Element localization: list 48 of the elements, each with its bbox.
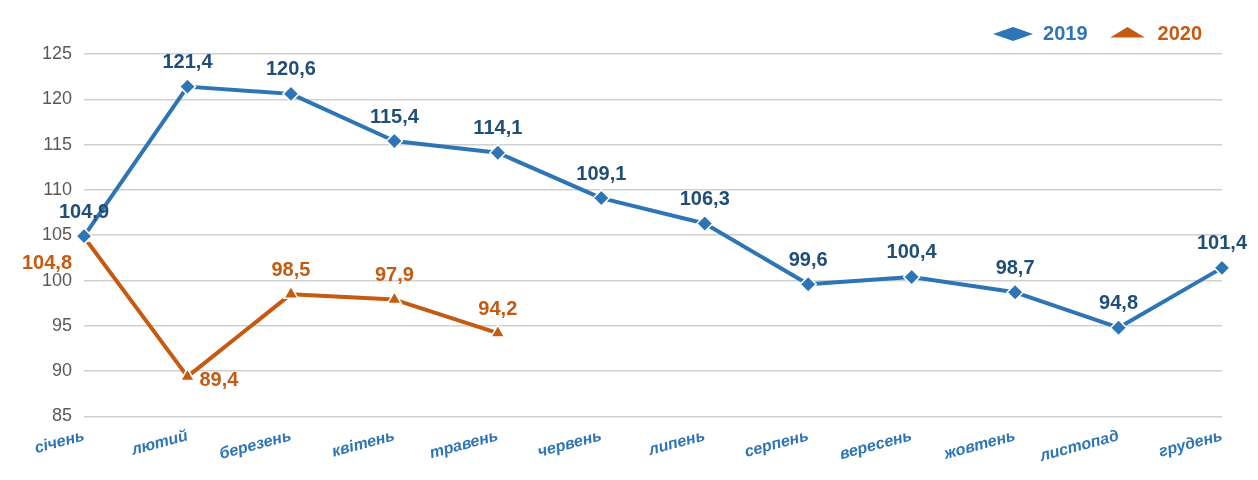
data-label: 99,6 [788,247,828,270]
x-tick-label: вересень [837,426,914,463]
point [799,275,817,293]
y-tick-label: 95 [52,314,73,335]
x-tick-label: липень [645,426,707,459]
x-tick-label: жовтень [941,426,1018,463]
point [902,268,921,286]
data-label: 100,4 [886,240,938,263]
data-label: 98,7 [995,255,1035,278]
legend-label: 2020 [1157,21,1203,44]
y-tick-label: 120 [41,88,73,109]
data-label: 109,1 [576,161,627,184]
data-label: 98,5 [271,257,311,280]
data-label: 115,4 [369,104,420,127]
point [490,324,506,338]
y-tick-label: 110 [43,178,73,199]
x-tick-label: березень [217,426,293,462]
x-tick-label: червень [535,426,604,460]
point [385,132,404,150]
y-tick-label: 105 [41,224,73,245]
x-tick-label: лютий [128,426,190,459]
point [283,285,299,299]
y-tick-label: 125 [41,42,73,63]
y-tick-label: 85 [52,405,73,426]
data-label: 121,4 [162,50,214,73]
data-label: 97,9 [374,263,414,286]
x-tick-label: грудень [1156,426,1224,460]
point [1213,259,1231,277]
point [695,214,714,233]
point [489,144,507,162]
x-tick-label: серпень [742,426,811,460]
point [282,85,300,103]
x-tick-label: квітень [329,426,397,460]
data-label: 89,4 [199,368,240,391]
y-tick-label: 90 [52,360,73,381]
x-tick-label: січень [32,426,86,457]
data-label: 94,2 [478,296,518,319]
data-label: 120,6 [265,57,316,80]
point [592,189,611,207]
data-label: 101,4 [1196,231,1248,254]
legend-label: 2019 [1043,21,1088,44]
data-label: 106,3 [679,186,730,209]
data-label: 104,8 [21,250,73,273]
point [1006,283,1024,302]
x-tick-label: травень [427,426,500,462]
data-label: 114,1 [473,116,523,139]
data-label: 94,8 [1099,291,1139,314]
y-tick-label: 115 [43,133,73,154]
